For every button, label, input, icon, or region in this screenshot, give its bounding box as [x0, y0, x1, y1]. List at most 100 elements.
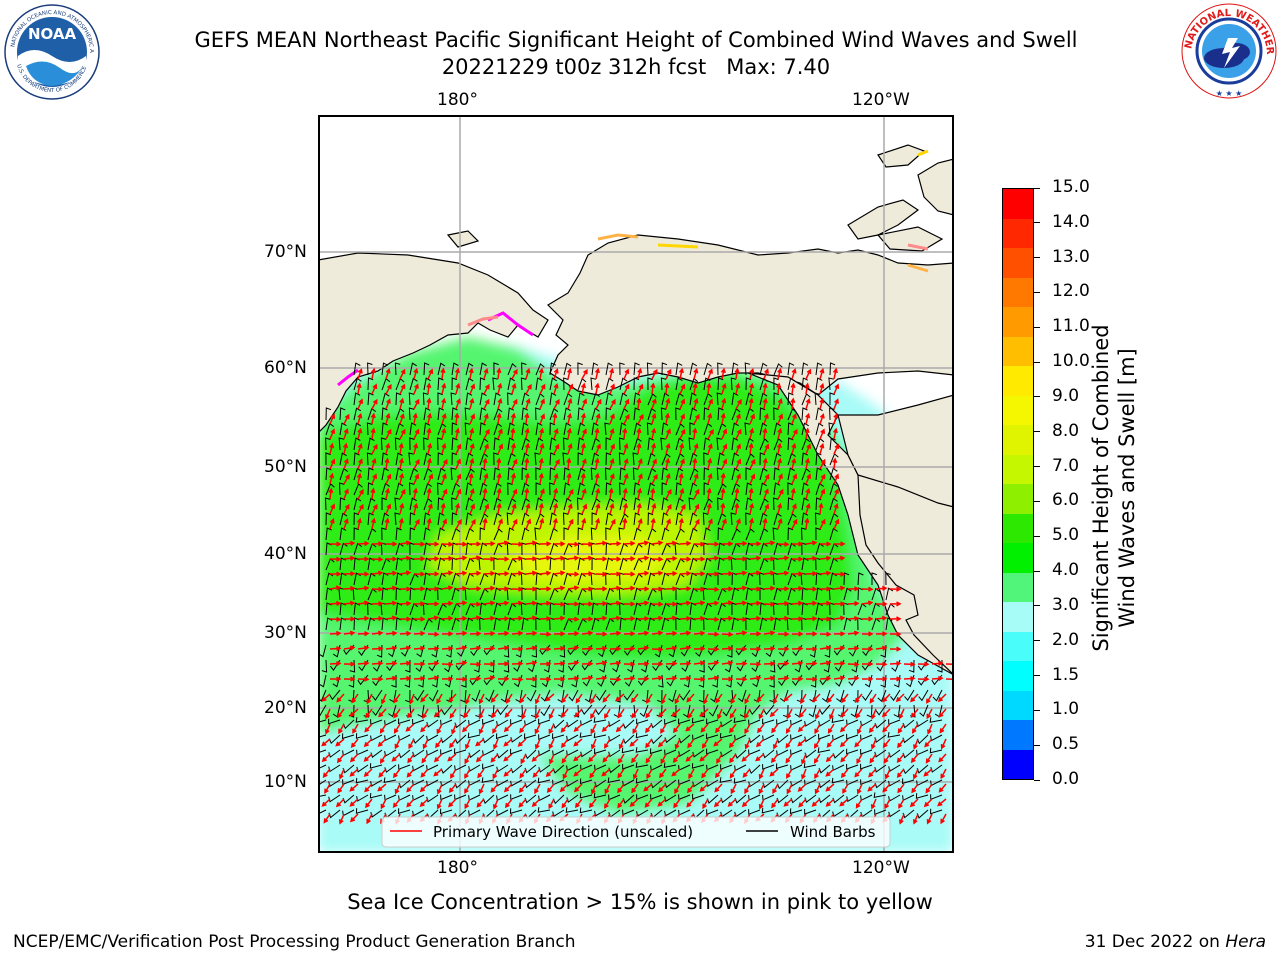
- wind-barb: [538, 734, 551, 741]
- wave-direction-arrow: [776, 442, 782, 455]
- wave-direction-arrow: [378, 768, 387, 778]
- wave-direction-arrow: [679, 556, 692, 562]
- wave-direction-arrow: [545, 768, 555, 777]
- wind-barb: [815, 497, 822, 511]
- wave-direction-arrow: [693, 615, 706, 622]
- wave-direction-arrow: [854, 768, 863, 778]
- wave-direction-arrow: [393, 693, 401, 704]
- wave-direction-arrow: [772, 693, 779, 705]
- wave-direction-arrow: [744, 708, 751, 720]
- wind-barb: [675, 392, 684, 406]
- wave-direction-arrow: [923, 768, 933, 777]
- wave-direction-arrow: [755, 753, 765, 762]
- wind-barb: [465, 617, 474, 631]
- wind-barb: [646, 362, 653, 376]
- colorbar-tick-label: 0.5: [1052, 734, 1080, 755]
- wind-barb: [815, 542, 824, 556]
- wave-direction-arrow: [398, 517, 404, 530]
- wind-barb: [355, 777, 369, 784]
- wind-barb: [689, 587, 698, 601]
- wave-direction-arrow: [394, 783, 401, 795]
- wave-direction-arrow: [385, 398, 391, 410]
- wind-barb: [428, 689, 439, 702]
- wave-direction-arrow: [735, 428, 742, 440]
- wave-direction-arrow: [377, 738, 387, 747]
- wave-direction-arrow: [940, 768, 947, 780]
- wind-barb: [563, 482, 571, 496]
- wind-barb: [762, 764, 775, 770]
- wave-direction-arrow: [371, 398, 378, 410]
- wind-barb: [417, 704, 425, 718]
- wave-direction-arrow: [364, 783, 373, 793]
- wind-barb: [579, 807, 593, 814]
- wave-direction-arrow: [735, 473, 741, 485]
- wind-barb: [535, 422, 543, 436]
- colorbar-swatch: [1003, 248, 1033, 278]
- wave-direction-arrow: [805, 600, 818, 606]
- wind-barb: [579, 792, 593, 799]
- wind-barb: [409, 497, 417, 511]
- wind-barb: [579, 732, 593, 738]
- wind-barb: [664, 794, 677, 803]
- wind-barb: [633, 617, 642, 631]
- wave-direction-arrow: [553, 661, 566, 667]
- wind-barb: [367, 617, 375, 631]
- colorbar-swatch: [1003, 425, 1033, 455]
- wave-direction-arrow: [496, 472, 502, 485]
- wind-barb: [675, 377, 683, 391]
- wave-direction-arrow: [609, 502, 615, 515]
- wave-direction-arrow: [581, 488, 587, 500]
- wind-barb: [817, 747, 831, 754]
- wave-direction-arrow: [721, 397, 727, 410]
- wind-barb: [388, 704, 397, 718]
- wave-direction-arrow: [819, 428, 826, 440]
- wave-direction-arrow: [343, 458, 349, 470]
- wave-direction-arrow: [609, 556, 622, 562]
- wave-direction-arrow: [518, 798, 527, 808]
- wave-direction-arrow: [623, 368, 630, 380]
- wind-barb: [591, 362, 599, 376]
- wind-barb: [801, 482, 809, 496]
- wind-barb: [846, 794, 859, 803]
- wave-direction-arrow: [343, 661, 356, 667]
- wave-direction-arrow: [371, 616, 384, 622]
- wind-barb: [831, 717, 845, 724]
- wind-barb-legend-label: Wind Barbs: [790, 823, 876, 841]
- map-title-line1: GEFS MEAN Northeast Pacific Significant …: [194, 28, 1078, 52]
- wave-direction-arrow: [650, 517, 656, 530]
- wave-direction-arrow: [433, 753, 443, 763]
- wave-direction-arrow: [721, 518, 727, 530]
- wind-barb: [801, 512, 809, 526]
- wind-barb: [629, 704, 636, 718]
- wind-barb: [318, 779, 327, 787]
- wave-direction-arrow: [651, 675, 664, 681]
- wave-direction-arrow: [826, 738, 835, 748]
- wind-barb: [619, 422, 627, 436]
- wave-direction-arrow: [385, 368, 391, 380]
- colorbar-tick-label: 15.0: [1052, 177, 1090, 197]
- wind-barb: [712, 674, 719, 688]
- wind-barb: [689, 557, 698, 571]
- wave-direction-arrow: [889, 601, 902, 607]
- wind-barb: [769, 674, 775, 688]
- wave-direction-arrow: [548, 753, 555, 765]
- wave-direction-arrow: [343, 571, 356, 577]
- wave-direction-arrow: [734, 487, 740, 500]
- wave-direction-arrow: [798, 708, 807, 719]
- wind-barb: [890, 689, 901, 702]
- wave-direction-arrow: [407, 708, 415, 719]
- wave-direction-arrow: [497, 428, 503, 440]
- colorbar-swatch: [1003, 366, 1033, 396]
- wave-direction-arrow: [814, 783, 821, 795]
- wave-direction-arrow: [617, 798, 625, 809]
- wind-barb: [408, 452, 414, 466]
- wave-direction-arrow: [805, 631, 818, 637]
- wave-direction-arrow: [483, 368, 489, 380]
- wave-direction-arrow: [553, 487, 559, 500]
- wave-direction-arrow: [707, 473, 713, 485]
- wind-barb: [706, 748, 719, 755]
- wave-direction-arrow: [856, 783, 863, 795]
- wind-barb: [759, 362, 768, 376]
- colorbar-tick-label: 12.0: [1052, 281, 1090, 302]
- wind-barb: [801, 407, 808, 421]
